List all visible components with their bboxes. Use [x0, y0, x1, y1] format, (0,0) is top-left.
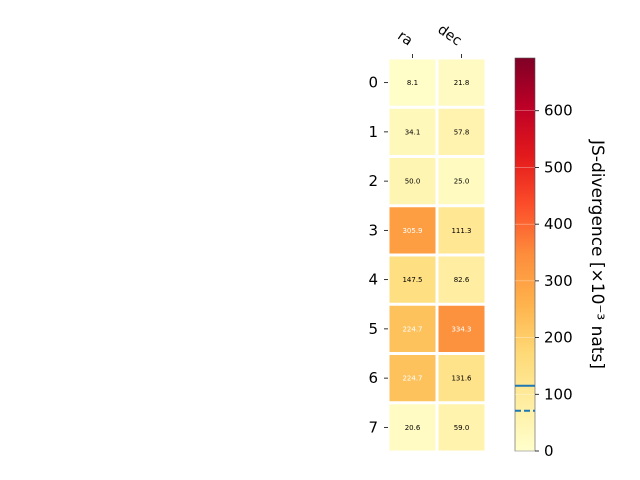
colorbar-tick-label: 300	[544, 272, 573, 290]
heatmap-cell	[438, 404, 485, 451]
colorbar-label: JS-divergence [×10⁻³ nats]	[587, 139, 607, 369]
row-tick-label: 2	[368, 172, 378, 190]
row-tick-label: 7	[368, 418, 378, 436]
cell-value-label: 111.3	[451, 227, 471, 235]
heatmap-cell	[389, 59, 436, 106]
cell-value-label: 20.6	[405, 424, 421, 432]
heatmap-cell	[389, 158, 436, 205]
heatmap-cell	[438, 305, 485, 352]
colorbar-gradient	[514, 57, 536, 452]
column-tick-label: dec	[435, 22, 465, 50]
colorbar-tick-label: 0	[544, 442, 554, 460]
heatmap-cell	[438, 256, 485, 303]
cell-value-label: 8.1	[407, 79, 418, 87]
heatmap-cell	[438, 59, 485, 106]
colorbar-tick-label: 400	[544, 215, 573, 233]
row-tick-label: 6	[368, 369, 378, 387]
cell-value-label: 21.8	[454, 79, 470, 87]
cell-value-label: 131.6	[451, 375, 472, 383]
colorbar-tick-label: 600	[544, 102, 573, 120]
heatmap-cell	[389, 108, 436, 155]
column-tick-label: ra	[394, 28, 415, 49]
row-tick-label: 3	[368, 221, 378, 239]
cell-value-label: 82.6	[454, 276, 470, 284]
colorbar-tick-label: 500	[544, 158, 573, 176]
cell-value-label: 59.0	[454, 424, 470, 432]
colorbar: 0 100 200 300 400 500 600 JS-divergence [×10⁻³ …	[514, 57, 607, 460]
heatmap-cell	[438, 108, 485, 155]
cell-value-label: 34.1	[405, 128, 421, 136]
heatmap-cell	[389, 355, 436, 402]
cell-value-label: 224.7	[402, 325, 422, 333]
heatmap-cell	[389, 404, 436, 451]
heatmap-cell	[389, 305, 436, 352]
heatmap-cell	[389, 256, 436, 303]
cell-value-label: 334.3	[451, 325, 471, 333]
colorbar-tick-label: 100	[544, 385, 573, 403]
heatmap-plot-area: 8.1 21.8 34.1 57.8 50.0 25.0 305.9 111.3 147.5 82…	[368, 22, 486, 452]
heatmap-cell	[438, 207, 485, 254]
cell-value-label: 305.9	[402, 227, 422, 235]
cell-value-label: 57.8	[454, 128, 470, 136]
row-tick-label: 5	[368, 320, 378, 338]
cell-value-label: 147.5	[402, 276, 422, 284]
heatmap-cell	[438, 158, 485, 205]
cell-value-label: 50.0	[405, 178, 421, 186]
colorbar-tick-label: 200	[544, 329, 573, 347]
row-tick-label: 4	[368, 271, 378, 289]
cell-value-label: 224.7	[402, 375, 422, 383]
row-tick-label: 1	[368, 123, 378, 141]
heatmap-cell	[438, 355, 485, 402]
cell-value-label: 25.0	[454, 178, 470, 186]
heatmap-cell	[389, 207, 436, 254]
row-tick-label: 0	[368, 74, 378, 92]
